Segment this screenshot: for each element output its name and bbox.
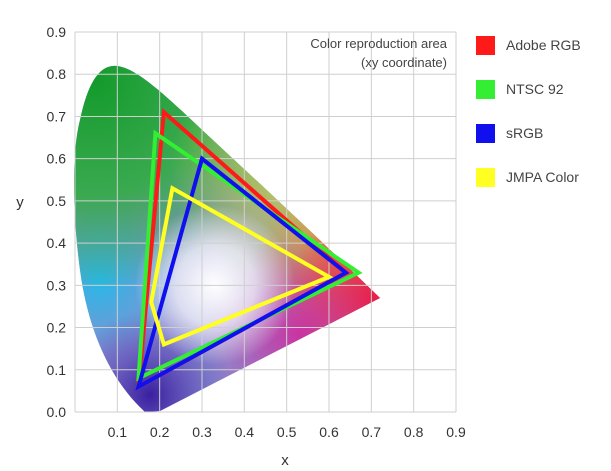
y-axis-label: y [16,194,24,211]
x-tick-label: 0.2 [150,424,170,440]
x-axis-label: x [281,452,289,469]
grid [74,31,457,413]
legend-swatch [476,35,495,55]
legend-item: NTSC 92 [476,78,606,100]
x-tick-label: 0.1 [108,424,128,440]
y-tick-label: 0.8 [47,66,67,82]
legend: Adobe RGB NTSC 92 sRGB JMPA Color [476,34,606,210]
x-tick-label: 0.7 [362,424,382,440]
legend-label: Adobe RGB [506,37,581,53]
x-tick-label: 0.3 [192,424,212,440]
gamut-jmpa-color [149,185,334,348]
y-tick-label: 0.2 [47,320,67,336]
legend-item: Adobe RGB [476,34,606,56]
spectral-locus-area [74,65,380,412]
legend-swatch [476,123,495,143]
y-tick-label: 0.5 [47,193,67,209]
y-tick-label: 0.3 [47,277,67,293]
tick-labels: 0.1 0.2 0.3 0.4 0.5 0.6 0.7 0.8 0.9 0.0 0.1 0.2 0.3 0… [47,24,466,440]
legend-label: sRGB [506,125,544,141]
chart-subtitle: (xy coordinate) [361,55,447,70]
x-tick-label: 0.9 [446,424,466,440]
x-tick-label: 0.8 [404,424,424,440]
x-tick-label: 0.4 [235,424,255,440]
legend-label: NTSC 92 [506,81,564,97]
x-tick-label: 0.5 [277,424,297,440]
y-tick-label: 0.0 [47,404,67,420]
legend-swatch [476,167,495,187]
legend-item: sRGB [476,122,606,144]
y-tick-label: 0.6 [47,151,67,167]
x-tick-label: 0.6 [319,424,339,440]
gamut-triangles [135,108,363,391]
legend-item: JMPA Color [476,166,606,188]
y-tick-label: 0.4 [47,235,67,251]
gamut-srgb [135,155,350,391]
y-tick-label: 0.1 [47,362,67,378]
legend-label: JMPA Color [506,169,579,185]
y-tick-label: 0.7 [47,108,67,124]
legend-swatch [476,79,495,99]
chart-title: Color reproduction area [310,36,447,51]
y-tick-label: 0.9 [47,24,67,40]
